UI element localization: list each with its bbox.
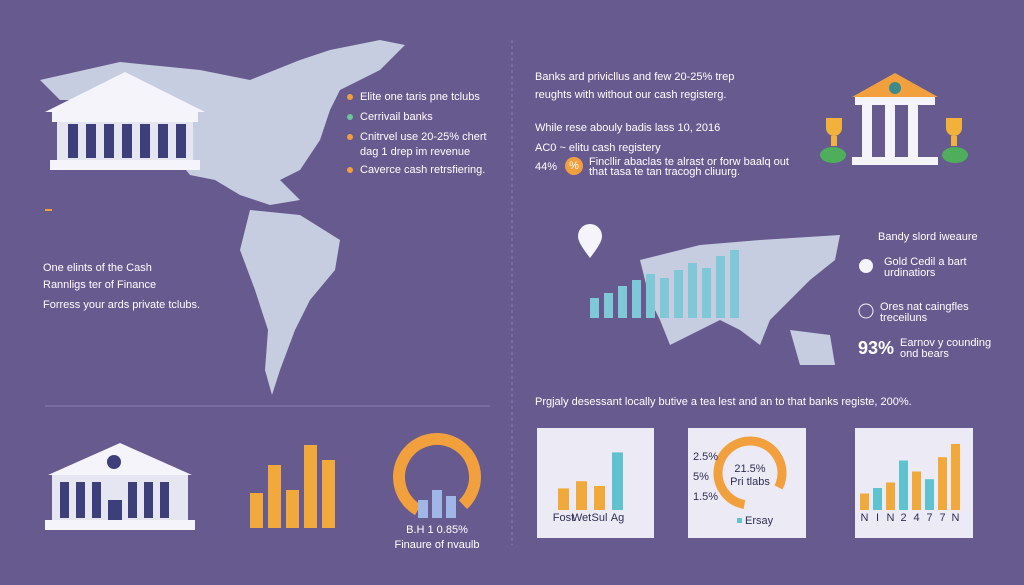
bar xyxy=(590,298,599,318)
x-tick-label: Ag xyxy=(611,512,624,524)
note: that tasa te tan tracogh cliuurg. xyxy=(589,166,740,178)
panel xyxy=(537,428,654,538)
bullet-text: dag 1 drep im revenue xyxy=(360,146,470,158)
bullet-text: Caverce cash retrsfiering. xyxy=(360,164,485,176)
bullet-text: Elite one taris pne tclubs xyxy=(360,91,480,103)
pin-icon xyxy=(578,224,602,258)
bar xyxy=(912,471,921,510)
bar xyxy=(873,488,882,510)
axis-label: 5% xyxy=(693,471,709,483)
bar xyxy=(618,286,627,318)
bar xyxy=(938,457,947,510)
bar xyxy=(250,493,263,528)
axis-label: 1.5% xyxy=(693,491,718,503)
map xyxy=(240,210,340,395)
donut-caption: Finaure of nvaulb xyxy=(395,539,480,551)
x-tick-label: N xyxy=(952,512,960,524)
title: reughts with without our cash registerg. xyxy=(535,89,726,101)
list-item: urdinatiors xyxy=(884,267,936,279)
bar xyxy=(418,500,428,518)
temple-icon xyxy=(820,73,968,165)
badge-text: % xyxy=(569,160,579,172)
bar xyxy=(674,270,683,318)
subtext: Forress your ards private tclubs. xyxy=(43,299,200,311)
bar xyxy=(702,268,711,318)
bar xyxy=(886,482,895,510)
axis-label: 2.5% xyxy=(693,451,718,463)
bar xyxy=(604,293,613,318)
donut-value: 21.5% xyxy=(734,463,765,475)
donut-sub: Pri tlabs xyxy=(730,476,770,488)
heading: Rannligs ter of Finance xyxy=(43,279,156,291)
list-item: Gold Cedil a bart xyxy=(884,256,967,268)
bank-icon xyxy=(45,443,195,530)
bar xyxy=(322,460,335,528)
bullet-text: Cerrivail banks xyxy=(360,111,433,123)
bar xyxy=(594,486,605,510)
x-tick-label: 4 xyxy=(913,512,919,524)
bullet xyxy=(347,134,353,140)
text-line: AC0 ~ elitu cash registery xyxy=(535,142,661,154)
stat: 93% xyxy=(858,338,894,358)
bar xyxy=(716,256,725,318)
bar xyxy=(446,496,456,518)
x-tick-label: 7 xyxy=(939,512,945,524)
bullet xyxy=(347,114,353,120)
icon xyxy=(859,259,873,273)
bar xyxy=(304,445,317,528)
bar xyxy=(432,490,442,518)
legend-label: Ersay xyxy=(745,515,774,527)
note: Fincllir abaclas te alrast or forw baalq… xyxy=(589,156,789,168)
bar xyxy=(558,488,569,510)
bar xyxy=(951,444,960,510)
bar xyxy=(268,465,281,528)
bar xyxy=(646,274,655,318)
donut-label: B.H 1 0.85% xyxy=(406,524,468,536)
list-item: Ores nat caingfles xyxy=(880,301,969,313)
donut-ring xyxy=(713,436,787,510)
bar xyxy=(576,481,587,510)
bank-icon xyxy=(45,72,205,170)
stat: 44% xyxy=(535,161,557,173)
bar xyxy=(688,263,697,318)
bullet-list: Elite one taris pne tclubs Cerrivail bank… xyxy=(347,91,487,176)
bar xyxy=(860,493,869,510)
bullet xyxy=(347,167,353,173)
bullet-text: Cnitrvel use 20-25% chert xyxy=(360,131,487,143)
bar xyxy=(899,460,908,510)
stat-note: Earnov y counding xyxy=(900,337,991,349)
bar xyxy=(730,250,739,318)
x-tick-label: N xyxy=(861,512,869,524)
panel xyxy=(688,428,806,538)
heading: One elints of the Cash xyxy=(43,262,152,274)
x-tick-label: N xyxy=(887,512,895,524)
bar xyxy=(612,452,623,510)
bar xyxy=(925,479,934,510)
legend-swatch xyxy=(737,518,742,523)
x-tick-label: Wet xyxy=(572,512,591,524)
bar xyxy=(286,490,299,528)
title: Banks ard privicllus and few 20-25% trep xyxy=(535,71,734,83)
x-tick-label: Fost xyxy=(553,512,574,524)
bullet xyxy=(347,94,353,100)
x-tick-label: 2 xyxy=(900,512,906,524)
icon xyxy=(858,303,874,319)
x-tick-label: Sul xyxy=(592,512,608,524)
bar xyxy=(660,278,669,318)
bar xyxy=(632,280,641,318)
list-item: Bandy slord iweaure xyxy=(878,231,978,243)
stat-note: ond bears xyxy=(900,348,949,360)
x-tick-label: 7 xyxy=(926,512,932,524)
text-line: While rese abouly badis lass 10, 2016 xyxy=(535,122,720,134)
caption: Prgjaly desessant locally butive a tea l… xyxy=(535,396,912,408)
list-item: treceiluns xyxy=(880,312,928,324)
map xyxy=(790,330,835,365)
x-tick-label: I xyxy=(876,512,879,524)
badge xyxy=(565,157,583,175)
